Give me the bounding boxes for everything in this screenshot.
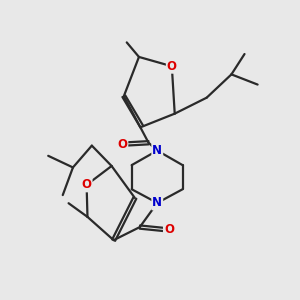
Text: O: O <box>164 224 174 236</box>
Text: O: O <box>167 60 177 73</box>
Text: O: O <box>82 178 92 191</box>
Text: N: N <box>152 144 162 157</box>
Text: O: O <box>117 138 128 151</box>
Text: N: N <box>152 196 162 209</box>
